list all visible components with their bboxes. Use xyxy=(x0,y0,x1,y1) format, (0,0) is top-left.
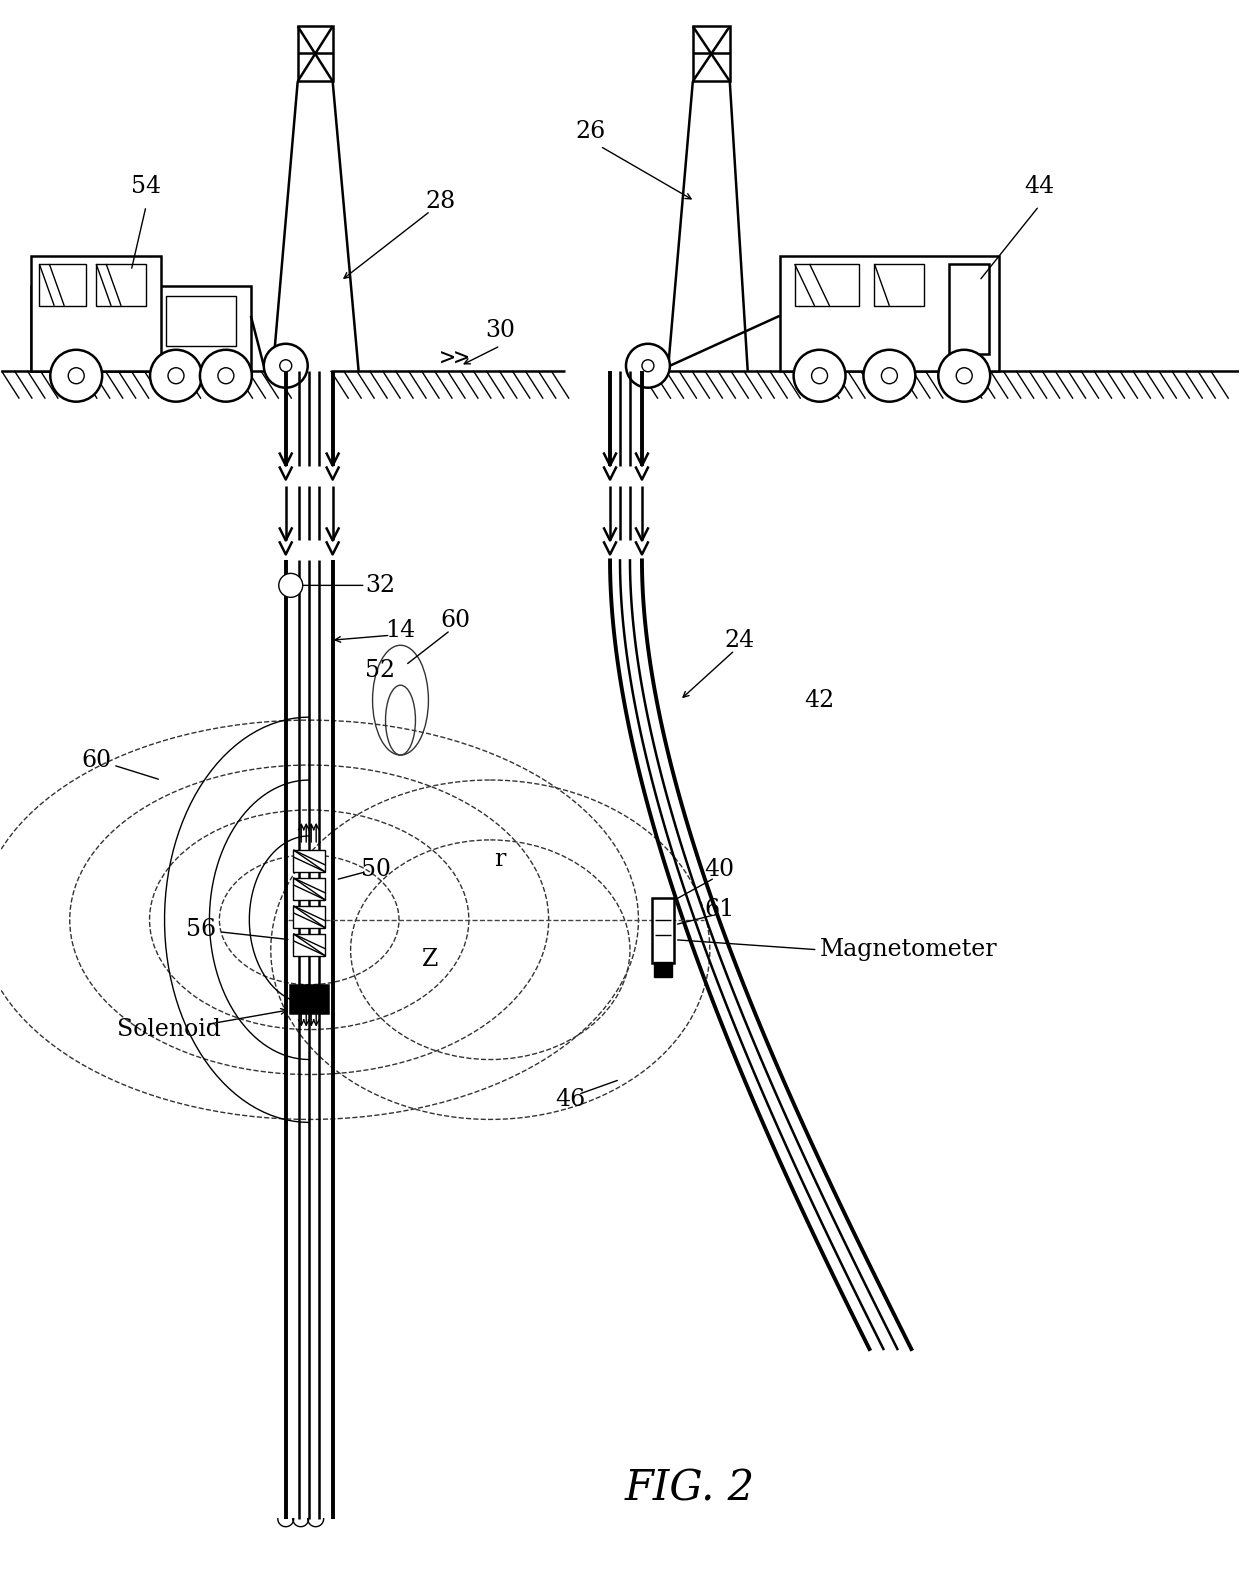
Text: 60: 60 xyxy=(81,748,112,772)
Text: 61: 61 xyxy=(704,899,735,921)
Bar xyxy=(950,264,990,354)
Text: 46: 46 xyxy=(556,1088,585,1111)
Circle shape xyxy=(863,350,915,402)
Bar xyxy=(290,984,329,1012)
Circle shape xyxy=(150,350,202,402)
Bar xyxy=(97,264,146,305)
Text: Solenoid: Solenoid xyxy=(117,1019,221,1041)
Bar xyxy=(874,264,924,305)
Bar xyxy=(293,850,325,872)
Circle shape xyxy=(279,573,303,598)
Text: 42: 42 xyxy=(805,688,835,712)
Bar xyxy=(293,906,325,927)
Text: 56: 56 xyxy=(186,918,216,941)
Text: 26: 26 xyxy=(575,120,605,142)
Bar xyxy=(31,286,250,370)
Text: Magnetometer: Magnetometer xyxy=(820,938,997,962)
Circle shape xyxy=(794,350,846,402)
Text: 32: 32 xyxy=(366,574,396,596)
Bar xyxy=(298,27,332,81)
Text: 28: 28 xyxy=(425,190,455,212)
Circle shape xyxy=(200,350,252,402)
Bar xyxy=(293,878,325,900)
Text: 50: 50 xyxy=(361,859,391,881)
Circle shape xyxy=(264,343,308,388)
Text: 44: 44 xyxy=(1024,174,1054,198)
Circle shape xyxy=(939,350,991,402)
Bar xyxy=(31,256,161,370)
Circle shape xyxy=(626,343,670,388)
Circle shape xyxy=(280,359,291,372)
Bar xyxy=(40,264,87,305)
Bar xyxy=(653,962,672,976)
Bar xyxy=(795,264,859,305)
Text: 60: 60 xyxy=(440,609,470,631)
Text: r: r xyxy=(495,848,506,872)
Bar xyxy=(293,933,325,956)
Bar xyxy=(166,296,236,346)
Text: 24: 24 xyxy=(724,628,755,652)
Circle shape xyxy=(51,350,102,402)
Text: FIG. 2: FIG. 2 xyxy=(625,1468,755,1509)
Text: 54: 54 xyxy=(131,174,161,198)
Bar xyxy=(652,899,673,963)
Text: Z: Z xyxy=(423,948,439,971)
Text: 52: 52 xyxy=(366,658,396,682)
Text: 14: 14 xyxy=(386,619,415,642)
Circle shape xyxy=(642,359,653,372)
Text: >>: >> xyxy=(440,346,470,370)
Bar xyxy=(780,256,999,370)
Text: 30: 30 xyxy=(485,320,516,342)
Bar xyxy=(693,27,730,81)
Text: 40: 40 xyxy=(704,859,735,881)
